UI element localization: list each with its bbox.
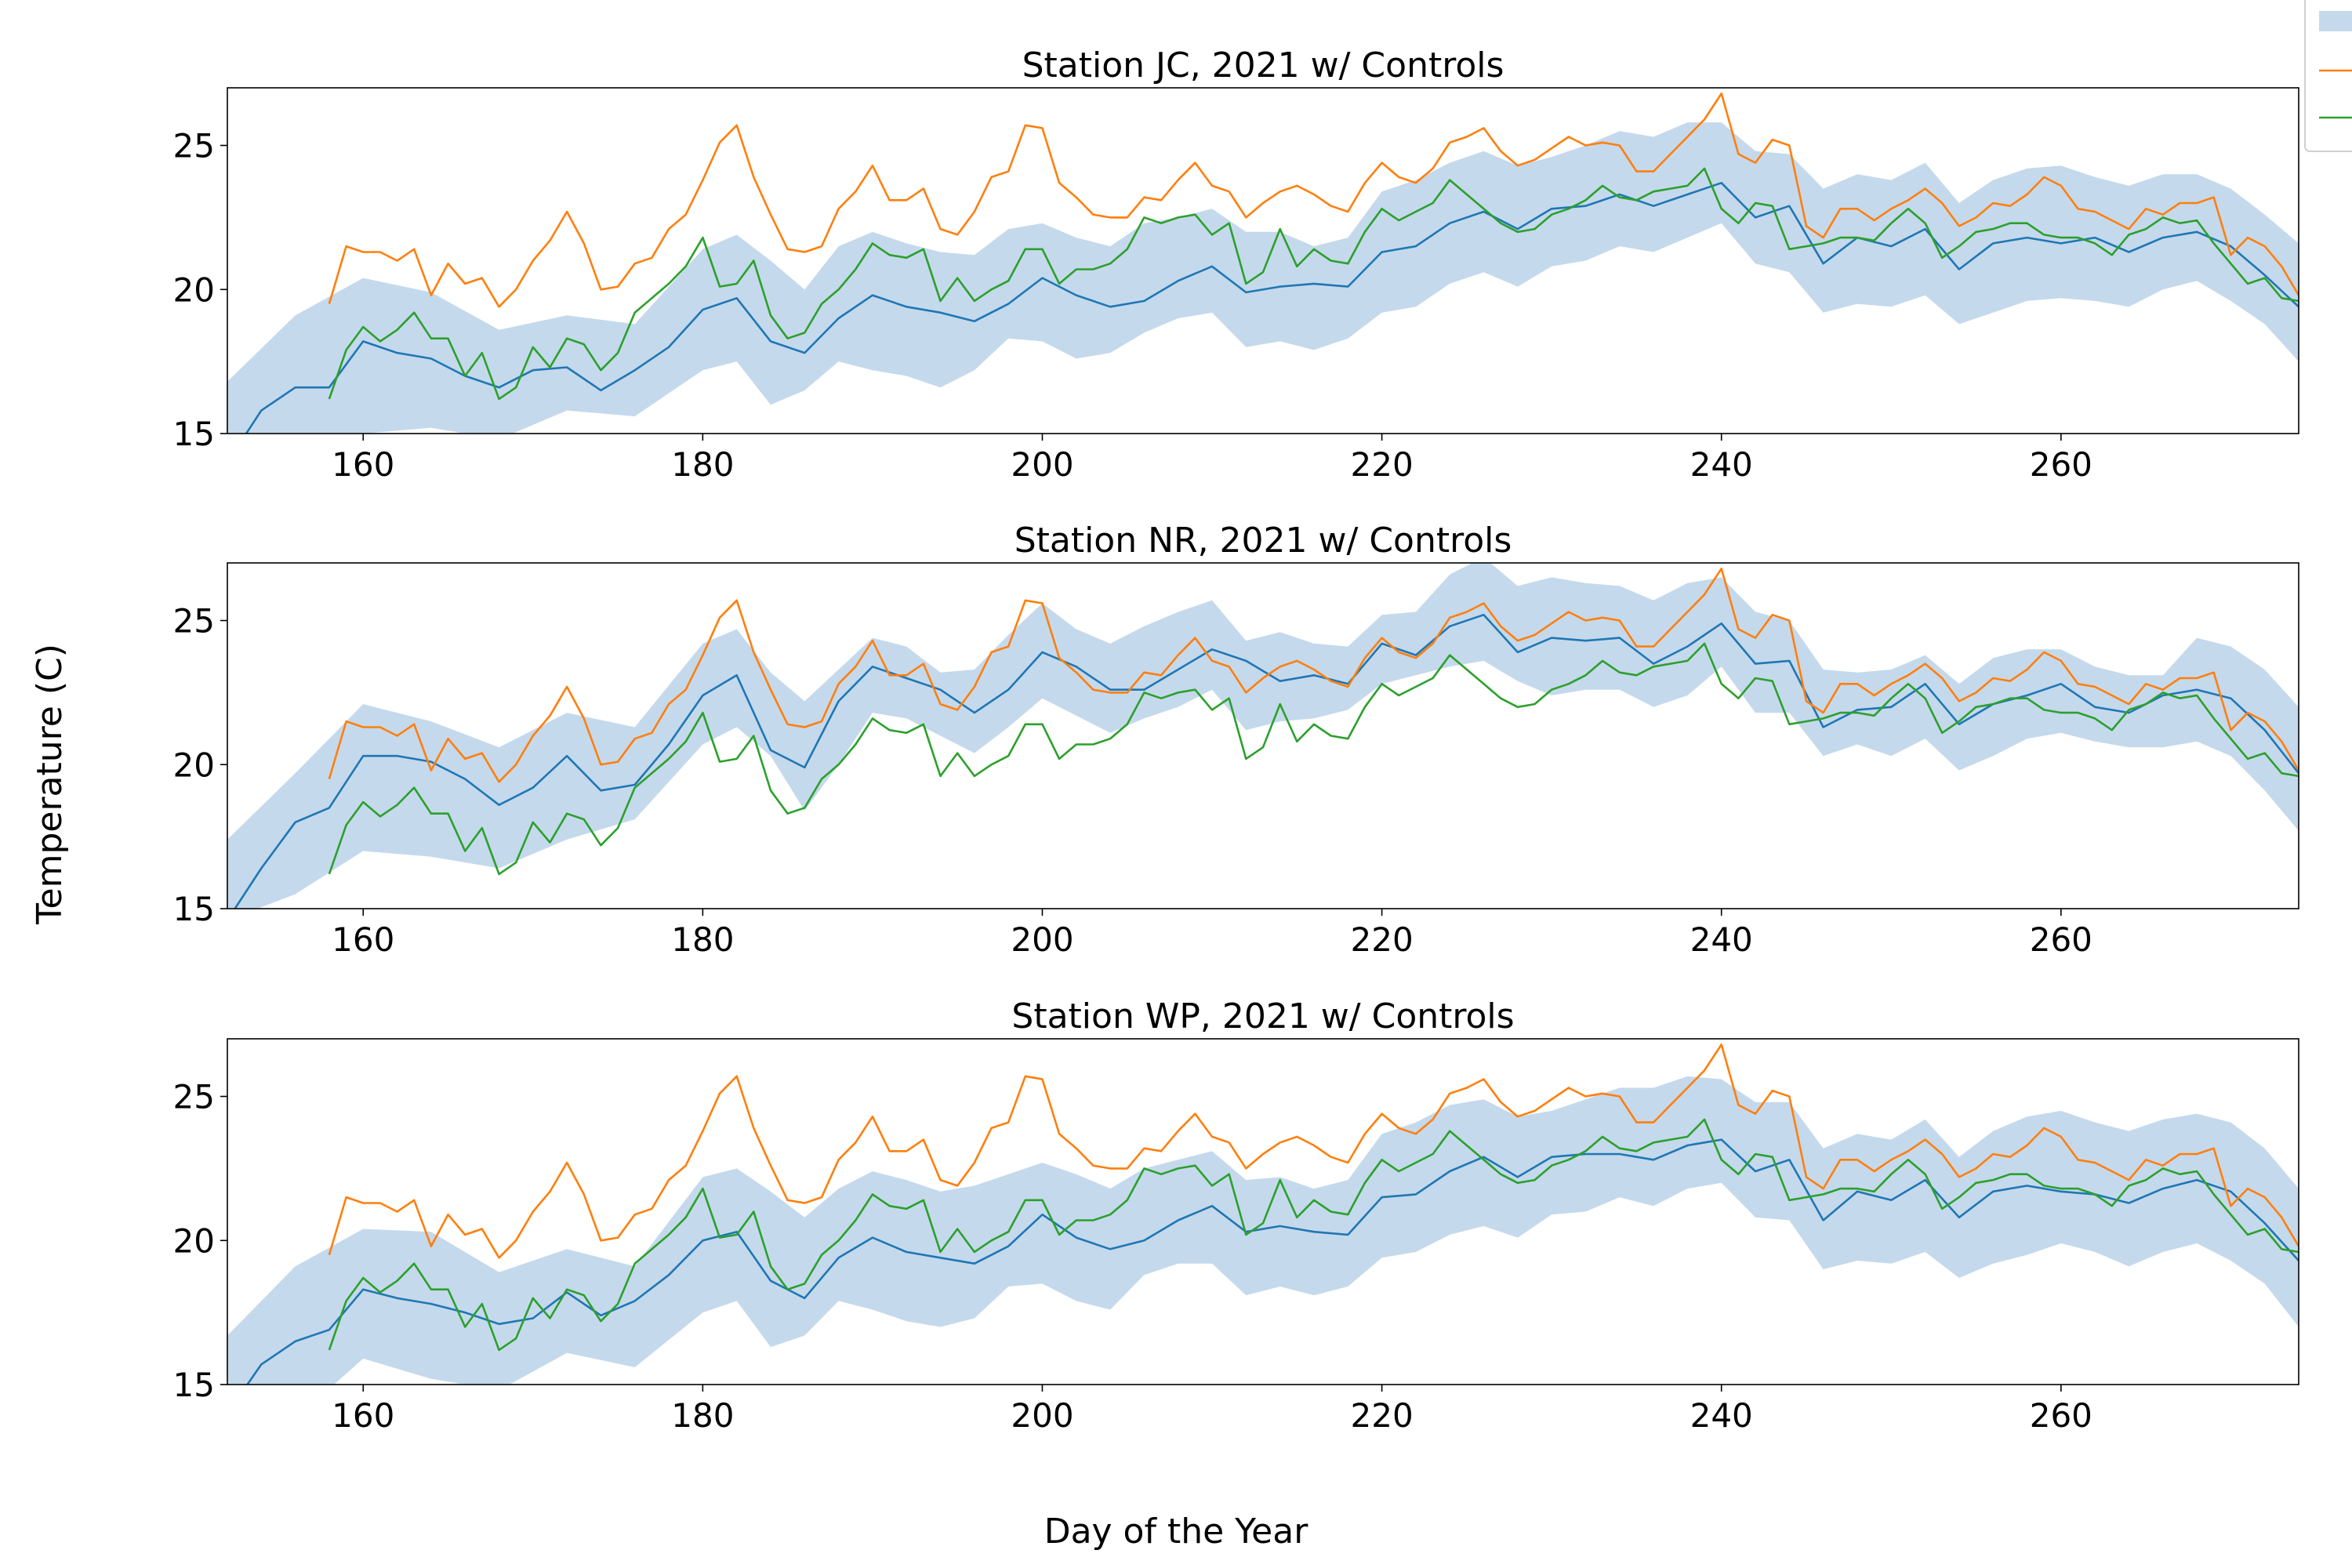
x-tick-label: 260 (2030, 445, 2092, 484)
series-blue-line (234, 613, 2299, 909)
x-tick-label: 160 (332, 1396, 394, 1435)
y-tick-label: 20 (173, 746, 215, 784)
plot-area (227, 93, 2299, 434)
x-tick-label: 220 (1351, 445, 1414, 484)
series-orange-line (328, 93, 2299, 308)
panel-title: Station WP, 2021 w/ Controls (1011, 996, 1514, 1036)
y-tick-label: 25 (173, 602, 215, 641)
plot-frame (227, 562, 2299, 909)
legend (2304, 0, 2352, 152)
plot-area (227, 563, 2299, 909)
legend-frame (2304, 0, 2352, 152)
y-tick-label: 15 (173, 1366, 215, 1404)
panels: Station JC, 2021 w/ Controls 160 180 200 220… (173, 45, 2299, 1435)
x-tick-label: 260 (2030, 1396, 2092, 1435)
series-green-line (328, 642, 2299, 876)
series-orange-line (328, 1044, 2299, 1259)
x-tick-label: 180 (671, 920, 734, 959)
y-tick-label: 20 (173, 1221, 215, 1260)
y-tick-label: 15 (173, 415, 215, 453)
x-tick-label: 240 (1690, 920, 1753, 959)
confidence-band (227, 1076, 2299, 1385)
x-tick-label: 180 (671, 1396, 734, 1435)
plot-frame (227, 1038, 2299, 1385)
x-tick-label: 260 (2030, 920, 2092, 959)
confidence-band (227, 563, 2299, 909)
series-orange-line (328, 567, 2299, 783)
confidence-band (227, 122, 2299, 434)
x-tick-label: 240 (1690, 1396, 1753, 1435)
y-tick-label: 20 (173, 270, 215, 309)
x-tick-label: 240 (1690, 445, 1753, 484)
panel-3: Station WP, 2021 w/ Controls 160 180 200 220… (173, 996, 2299, 1435)
series-blue-line (245, 182, 2299, 434)
y-tick-label: 25 (173, 127, 215, 165)
legend-band-swatch (2319, 11, 2352, 31)
plot-area (227, 1044, 2299, 1385)
series-blue-line (245, 1138, 2299, 1385)
x-tick-label: 220 (1351, 920, 1414, 959)
y-axis-label: Temperature (C) (30, 644, 70, 925)
y-tick-label: 25 (173, 1078, 215, 1116)
x-tick-label: 180 (671, 445, 734, 484)
x-tick-label: 160 (332, 920, 394, 959)
x-tick-label: 160 (332, 445, 394, 484)
x-tick-label: 200 (1011, 445, 1073, 484)
series-green-line (328, 1118, 2299, 1352)
panel-1: Station JC, 2021 w/ Controls 160 180 200 220… (173, 45, 2299, 484)
plot-frame (227, 87, 2299, 434)
x-tick-label: 220 (1351, 1396, 1414, 1435)
panel-title: Station NR, 2021 w/ Controls (1014, 521, 1512, 561)
x-axis-label: Day of the Year (1044, 1512, 1309, 1552)
series-green-line (328, 167, 2299, 401)
panel-title: Station JC, 2021 w/ Controls (1022, 45, 1504, 85)
panel-2: Station NR, 2021 w/ Controls 160 180 200 220… (173, 521, 2299, 959)
x-tick-label: 200 (1011, 1396, 1073, 1435)
x-tick-label: 200 (1011, 920, 1073, 959)
y-tick-label: 15 (173, 890, 215, 928)
